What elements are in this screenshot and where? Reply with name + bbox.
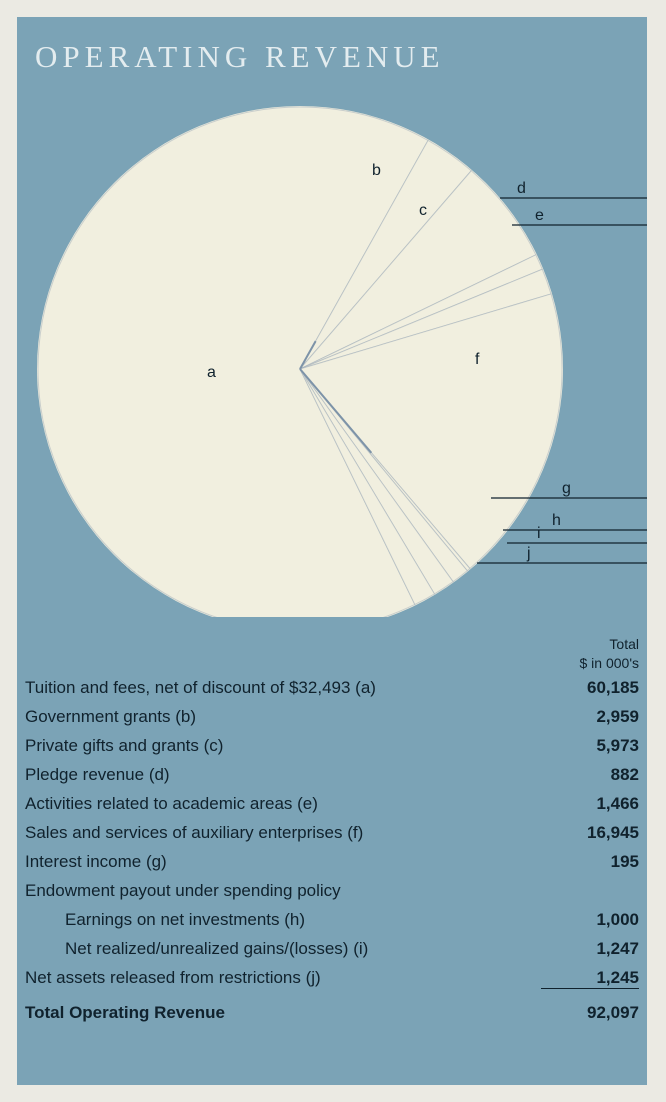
- row-label: Net realized/unrealized gains/(losses) (…: [65, 938, 369, 958]
- table-row: Activities related to academic areas (e)…: [25, 789, 639, 818]
- column-header: Total $ in 000's: [580, 635, 640, 673]
- slice-label-b: b: [372, 162, 381, 179]
- row-label: Government grants (b): [25, 706, 197, 726]
- row-value: 1,000: [596, 909, 639, 929]
- pie-slice-h: [299, 368, 468, 583]
- row-value: 5,973: [596, 735, 639, 755]
- table-row: Tuition and fees, net of discount of $32…: [25, 673, 639, 702]
- total-row: Total Operating Revenue 92,097: [25, 998, 639, 1027]
- table-row: Interest income (g) 195: [25, 847, 639, 876]
- pie-slice-d: [299, 254, 543, 370]
- row-label: Private gifts and grants (c): [25, 735, 224, 755]
- chart-title: OPERATING REVENUE: [35, 39, 445, 74]
- table-row: Government grants (b) 2,959: [25, 702, 639, 731]
- table-row: Net realized/unrealized gains/(losses) (…: [25, 934, 639, 963]
- revenue-table: Tuition and fees, net of discount of $32…: [25, 673, 639, 1027]
- slice-label-h: h: [552, 512, 561, 529]
- pie-slice-j: [299, 368, 436, 606]
- slice-label-e: e: [535, 207, 544, 224]
- slice-divider-line: [299, 368, 373, 454]
- total-value: 92,097: [587, 1002, 639, 1022]
- row-value: 882: [610, 764, 639, 784]
- table-row: Sales and services of auxiliary enterpri…: [25, 818, 639, 847]
- row-label: Interest income (g): [25, 851, 167, 871]
- row-label: Sales and services of auxiliary enterpri…: [25, 822, 364, 842]
- table-row: Earnings on net investments (h) 1,000: [25, 905, 639, 934]
- row-label: Tuition and fees, net of discount of $32…: [25, 677, 376, 697]
- table-row: Pledge revenue (d) 882: [25, 760, 639, 789]
- row-value: 1,466: [596, 793, 639, 813]
- pie-slice-f: [299, 293, 563, 570]
- table-row: Private gifts and grants (c) 5,973: [25, 731, 639, 760]
- column-header-total: Total: [609, 636, 639, 652]
- row-value: 1,247: [596, 938, 639, 958]
- slice-divider-line: [299, 340, 317, 370]
- row-label: Net assets released from restrictions (j…: [25, 967, 321, 987]
- row-value: 60,185: [587, 677, 639, 697]
- table-row-group-heading: Endowment payout under spending policy: [25, 876, 639, 905]
- row-value: 1,245: [596, 967, 639, 987]
- row-value: 2,959: [596, 706, 639, 726]
- row-value: 195: [610, 851, 639, 871]
- row-label: Earnings on net investments (h): [65, 909, 306, 929]
- pie-slice-e: [299, 268, 552, 370]
- slice-label-j: j: [526, 545, 531, 562]
- slice-label-i: i: [537, 525, 541, 542]
- slice-label-c: c: [419, 202, 427, 219]
- row-label: Activities related to academic areas (e): [25, 793, 318, 813]
- row-value: 16,945: [587, 822, 639, 842]
- row-label: Endowment payout under spending policy: [25, 880, 341, 900]
- slice-label-d: d: [517, 180, 526, 197]
- total-label: Total Operating Revenue: [25, 1002, 225, 1022]
- table-row: Net assets released from restrictions (j…: [25, 963, 639, 992]
- slice-label-f: f: [475, 351, 480, 368]
- pie-slice-a: [37, 106, 429, 617]
- slice-label-a: a: [207, 364, 216, 381]
- slice-label-g: g: [562, 480, 571, 497]
- total-rule: [541, 988, 639, 989]
- pie-slice-i: [299, 368, 454, 595]
- row-label: Pledge revenue (d): [25, 764, 170, 784]
- pie-slice-c: [299, 170, 537, 370]
- column-header-unit: $ in 000's: [579, 655, 640, 671]
- pie-slice-b: [299, 139, 472, 370]
